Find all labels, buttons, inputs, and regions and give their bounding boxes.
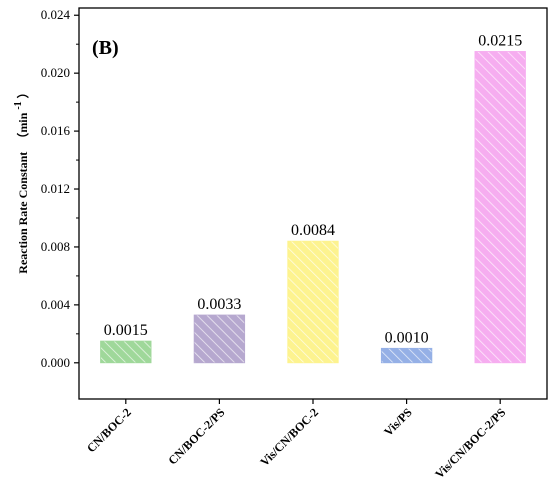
x-tick-label: Vis/PS — [381, 405, 415, 439]
bar-cn-boc-2-ps — [193, 314, 246, 364]
x-tick-label: CN/BOC-2/PS — [165, 405, 227, 467]
y-tick-label: 0.012 — [41, 181, 70, 196]
x-tick-label: Vis/CN/BOC-2 — [257, 405, 321, 469]
plot-area: 0.000 0.004 0.008 0.012 0.016 0.020 0.024 0.001… — [41, 7, 548, 481]
y-axis-unit-close: ） — [15, 86, 30, 98]
x-tick-label: Vis/CN/BOC-2/PS — [432, 405, 508, 481]
bar-vis-cn-boc-2 — [287, 240, 339, 364]
bar-vis-ps — [380, 347, 433, 364]
y-axis-unit-sup: -1 — [13, 101, 24, 109]
y-tick-label: 0.004 — [41, 297, 71, 312]
bar-value-label: 0.0033 — [197, 296, 241, 313]
y-tick-label: 0.008 — [41, 239, 70, 254]
y-axis-title: Reaction Rate Constant （min -1 ） — [10, 86, 30, 273]
x-tick-label: CN/BOC-2 — [84, 405, 134, 455]
bar-value-label: 0.0084 — [291, 222, 335, 239]
y-axis-label: Reaction Rate Constant （min -1 ） — [10, 86, 30, 273]
y-tick-label: 0.020 — [41, 65, 70, 80]
panel-label: (B) — [92, 37, 119, 59]
y-axis-unit: （min — [15, 112, 30, 144]
bar-cn-boc-2 — [100, 340, 152, 364]
y-axis-label-text: Reaction Rate Constant — [16, 152, 30, 274]
bar-value-label: 0.0015 — [104, 322, 148, 339]
bar-value-label: 0.0215 — [478, 32, 522, 49]
bar-vis-cn-boc-2-ps — [474, 51, 526, 364]
bar-value-label: 0.0010 — [385, 329, 429, 346]
y-tick-label: 0.016 — [41, 123, 71, 138]
y-tick-label: 0.024 — [41, 7, 71, 22]
y-tick-label: 0.000 — [41, 355, 70, 370]
